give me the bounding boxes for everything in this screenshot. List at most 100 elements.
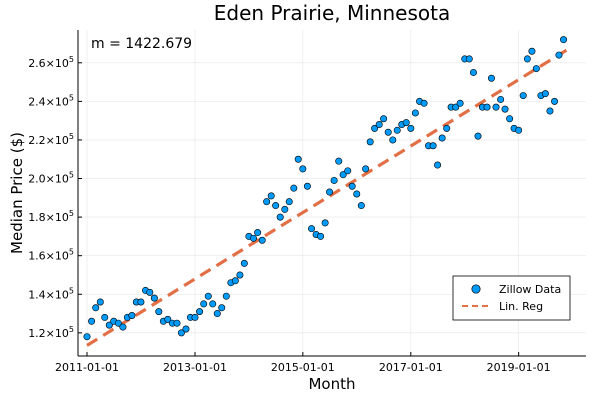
data-point <box>114 319 122 327</box>
y-tick-label: 1.8×105 <box>28 209 74 224</box>
data-point <box>236 271 244 279</box>
data-point <box>263 198 271 206</box>
data-point <box>191 313 199 321</box>
data-point <box>434 161 442 169</box>
data-point <box>411 109 419 117</box>
data-point <box>222 292 230 300</box>
data-point <box>555 51 563 59</box>
data-point <box>150 294 158 302</box>
data-point <box>335 157 343 165</box>
y-tick-label: 2.4×105 <box>28 93 74 108</box>
data-point <box>438 134 446 142</box>
data-point <box>375 121 383 129</box>
data-point <box>560 36 568 44</box>
data-point <box>393 126 401 134</box>
data-point <box>443 124 451 132</box>
data-point <box>146 288 154 296</box>
data-point <box>420 99 428 107</box>
data-point <box>546 107 554 115</box>
data-point <box>452 103 460 111</box>
data-point <box>96 298 104 306</box>
data-point <box>506 115 514 123</box>
y-tick-label: 2.0×105 <box>28 171 74 186</box>
legend-swatch-data <box>471 284 481 294</box>
data-point <box>348 182 356 190</box>
data-point <box>317 232 325 240</box>
data-point <box>249 234 257 242</box>
data-point <box>299 165 307 173</box>
data-point <box>344 167 352 175</box>
x-axis-ticks: 2011-01-01 2013-01-01 2015-01-01 2017-01-01… <box>55 352 551 374</box>
data-point <box>389 136 397 144</box>
data-point <box>465 55 473 63</box>
data-point <box>532 65 540 73</box>
data-point <box>303 182 311 190</box>
x-tick-label: 2015-01-01 <box>271 361 335 374</box>
data-point <box>173 319 181 327</box>
data-point <box>487 74 495 82</box>
y-axis-label: Median Price ($) <box>8 132 26 254</box>
data-point <box>353 190 361 198</box>
data-point <box>456 99 464 107</box>
annotation-slope: m = 1422.679 <box>91 36 192 52</box>
data-point <box>177 329 185 337</box>
data-point <box>231 277 239 285</box>
data-point <box>285 198 293 206</box>
y-tick-label: 2.6×105 <box>28 55 74 70</box>
data-point <box>501 105 509 113</box>
data-point <box>357 202 365 210</box>
data-point <box>469 68 477 76</box>
data-point <box>137 298 145 306</box>
data-point <box>308 225 316 233</box>
legend-label: Zillow Data <box>499 283 561 296</box>
data-point <box>407 124 415 132</box>
data-point <box>119 323 127 331</box>
y-axis-ticks: 1.2×105 1.4×105 1.6×105 1.8×105 2.0×105 2.2×1… <box>28 55 82 340</box>
data-point <box>83 333 91 341</box>
x-tick-label: 2019-01-01 <box>487 361 551 374</box>
x-tick-label: 2011-01-01 <box>55 361 119 374</box>
data-point <box>497 95 505 103</box>
data-point <box>240 259 248 267</box>
data-point <box>429 142 437 150</box>
data-point <box>294 155 302 163</box>
x-tick-label: 2013-01-01 <box>163 361 227 374</box>
grid <box>78 30 586 356</box>
data-point <box>483 103 491 111</box>
data-point <box>339 171 347 179</box>
data-point <box>276 213 284 221</box>
data-point <box>528 47 536 55</box>
data-point <box>321 219 329 227</box>
data-point <box>204 292 212 300</box>
data-point <box>258 236 266 244</box>
data-point <box>384 128 392 136</box>
data-point <box>380 115 388 123</box>
data-point <box>101 313 109 321</box>
legend: Zillow Data Lin. Reg <box>452 275 571 321</box>
data-points <box>83 36 568 341</box>
data-point <box>128 311 136 319</box>
data-point <box>362 165 370 173</box>
data-point <box>209 300 217 308</box>
legend-label: Lin. Reg <box>499 300 543 313</box>
data-point <box>164 315 172 323</box>
data-point <box>330 176 338 184</box>
y-tick-label: 1.4×105 <box>28 286 74 301</box>
data-point <box>88 317 96 325</box>
x-tick-label: 2017-01-01 <box>379 361 443 374</box>
data-point <box>541 90 549 98</box>
data-point <box>92 304 100 312</box>
chart-title: Eden Prairie, Minnesota <box>214 1 450 25</box>
data-point <box>272 202 280 210</box>
data-point <box>218 304 226 312</box>
data-point <box>155 308 163 316</box>
data-point <box>551 97 559 105</box>
data-point <box>200 300 208 308</box>
data-point <box>213 310 221 318</box>
y-tick-label: 2.2×105 <box>28 132 74 147</box>
legend-box <box>452 275 571 321</box>
x-axis-label: Month <box>308 375 355 393</box>
data-point <box>402 119 410 127</box>
data-point <box>254 229 262 237</box>
